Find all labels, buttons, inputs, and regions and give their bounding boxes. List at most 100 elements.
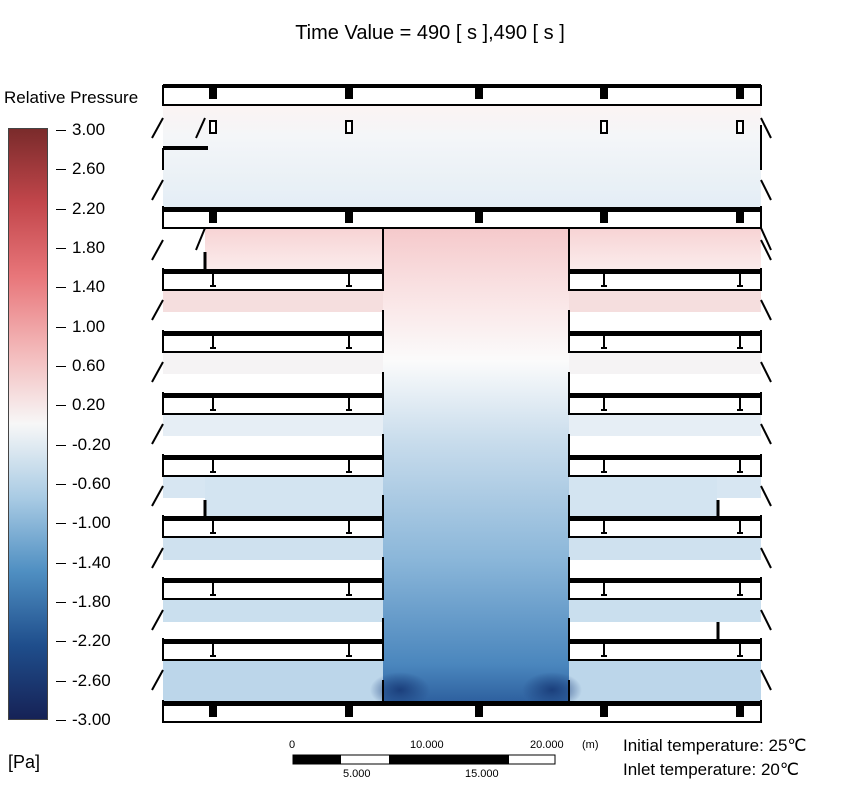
legend-tick (56, 405, 66, 407)
legend-tick (56, 720, 66, 721)
legend-tick (56, 130, 66, 131)
legend-title: Relative Pressure (4, 88, 139, 107)
roof-beam (475, 88, 483, 99)
beam (736, 706, 744, 717)
window-right (760, 299, 772, 321)
slab-edge (569, 270, 761, 274)
window-left (151, 609, 164, 631)
beam (600, 212, 608, 223)
slab-edge (163, 640, 383, 644)
window-left (151, 485, 164, 507)
legend-tick (56, 208, 66, 210)
legend-unit: [Pa] (8, 752, 41, 772)
initial-temperature-note: Initial temperature: 25℃ (623, 736, 807, 755)
floor-field-left (163, 660, 383, 700)
legend-tick (56, 444, 66, 446)
legend-label: -2.20 (72, 631, 111, 651)
roof-vent (736, 120, 744, 134)
atrium-field (383, 228, 569, 703)
floor-field-left (163, 290, 383, 312)
slab-edge (569, 640, 761, 644)
legend-label: 2.20 (72, 198, 106, 218)
roof-space-field (163, 105, 761, 210)
slab-edge (569, 394, 761, 398)
roof-beam (736, 88, 744, 99)
legend-tick (56, 366, 66, 367)
legend-label: 1.80 (72, 238, 106, 257)
slab-edge (163, 332, 383, 336)
legend-tick (56, 287, 66, 289)
slab-edge (569, 579, 761, 583)
roof-vent (345, 120, 353, 134)
window-right (760, 609, 772, 631)
legend-tick (56, 484, 66, 485)
legend-label: 2.60 (72, 159, 106, 179)
pressure-colorbar (8, 128, 48, 720)
slab-edge (569, 332, 761, 336)
legend-label: -0.60 (72, 474, 111, 493)
roof-edge (163, 84, 761, 88)
legend-label: 1.40 (72, 277, 106, 297)
legend-label: -0.20 (72, 434, 111, 454)
beam (209, 706, 217, 717)
floor-field-right (569, 476, 717, 516)
window-right (760, 669, 772, 691)
window-left (151, 547, 164, 569)
legend-tick (56, 248, 66, 249)
slab-edge (163, 579, 383, 583)
floor-field-left (163, 352, 383, 374)
beam (345, 212, 353, 223)
legend-label: -3.00 (72, 710, 111, 729)
legend-label: -1.00 (72, 513, 111, 533)
floor-field-right (569, 660, 761, 700)
window-right (760, 179, 772, 201)
window-left (195, 117, 206, 139)
roof-beam (209, 88, 217, 99)
parapet (163, 146, 208, 150)
window-left (151, 361, 164, 383)
floor-field-right (569, 600, 761, 622)
scale-label-0: 0 (289, 739, 296, 751)
roof-vent (600, 120, 608, 134)
beam (736, 212, 744, 223)
legend-tick (56, 562, 66, 564)
window-right (760, 117, 772, 139)
window-left (151, 179, 164, 201)
low-pressure-zone (522, 672, 582, 708)
floor-field-right (569, 414, 761, 436)
roof-beam (345, 88, 353, 99)
low-pressure-zone (370, 672, 430, 708)
legend-tick (56, 169, 66, 171)
legend-label: 1.00 (72, 316, 106, 336)
window-left (151, 239, 164, 261)
slab-edge (163, 456, 383, 460)
time-value-title: Time Value = 490 [ s ],490 [ s ] (295, 22, 565, 44)
beam (345, 706, 353, 717)
slab-edge (163, 517, 383, 521)
legend-label: 0.60 (72, 356, 106, 375)
inlet-temperature-note: Inlet temperature: 20℃ (623, 760, 799, 779)
scale-label-10: 10.000 (410, 739, 444, 751)
scale-unit: (m) (582, 739, 599, 751)
window-left (151, 423, 164, 445)
window-right (760, 239, 772, 261)
legend-tick (56, 602, 66, 603)
window-left (151, 669, 164, 691)
window-right (760, 423, 772, 445)
legend-label: -1.40 (72, 552, 111, 572)
legend-label: 3.00 (72, 120, 106, 139)
scale-label-15: 15.000 (465, 768, 499, 780)
legend-tick (56, 326, 66, 328)
roof-vent (209, 120, 217, 134)
floor-field-right (569, 538, 761, 560)
window-right (760, 227, 772, 251)
slab-edge (163, 702, 761, 706)
window-right (760, 361, 772, 383)
legend-label: 0.20 (72, 395, 106, 415)
window-right (760, 485, 772, 507)
slab-edge (569, 456, 761, 460)
slab-edge (163, 208, 761, 212)
beam (475, 212, 483, 223)
scale-label-5: 5.000 (343, 768, 371, 780)
